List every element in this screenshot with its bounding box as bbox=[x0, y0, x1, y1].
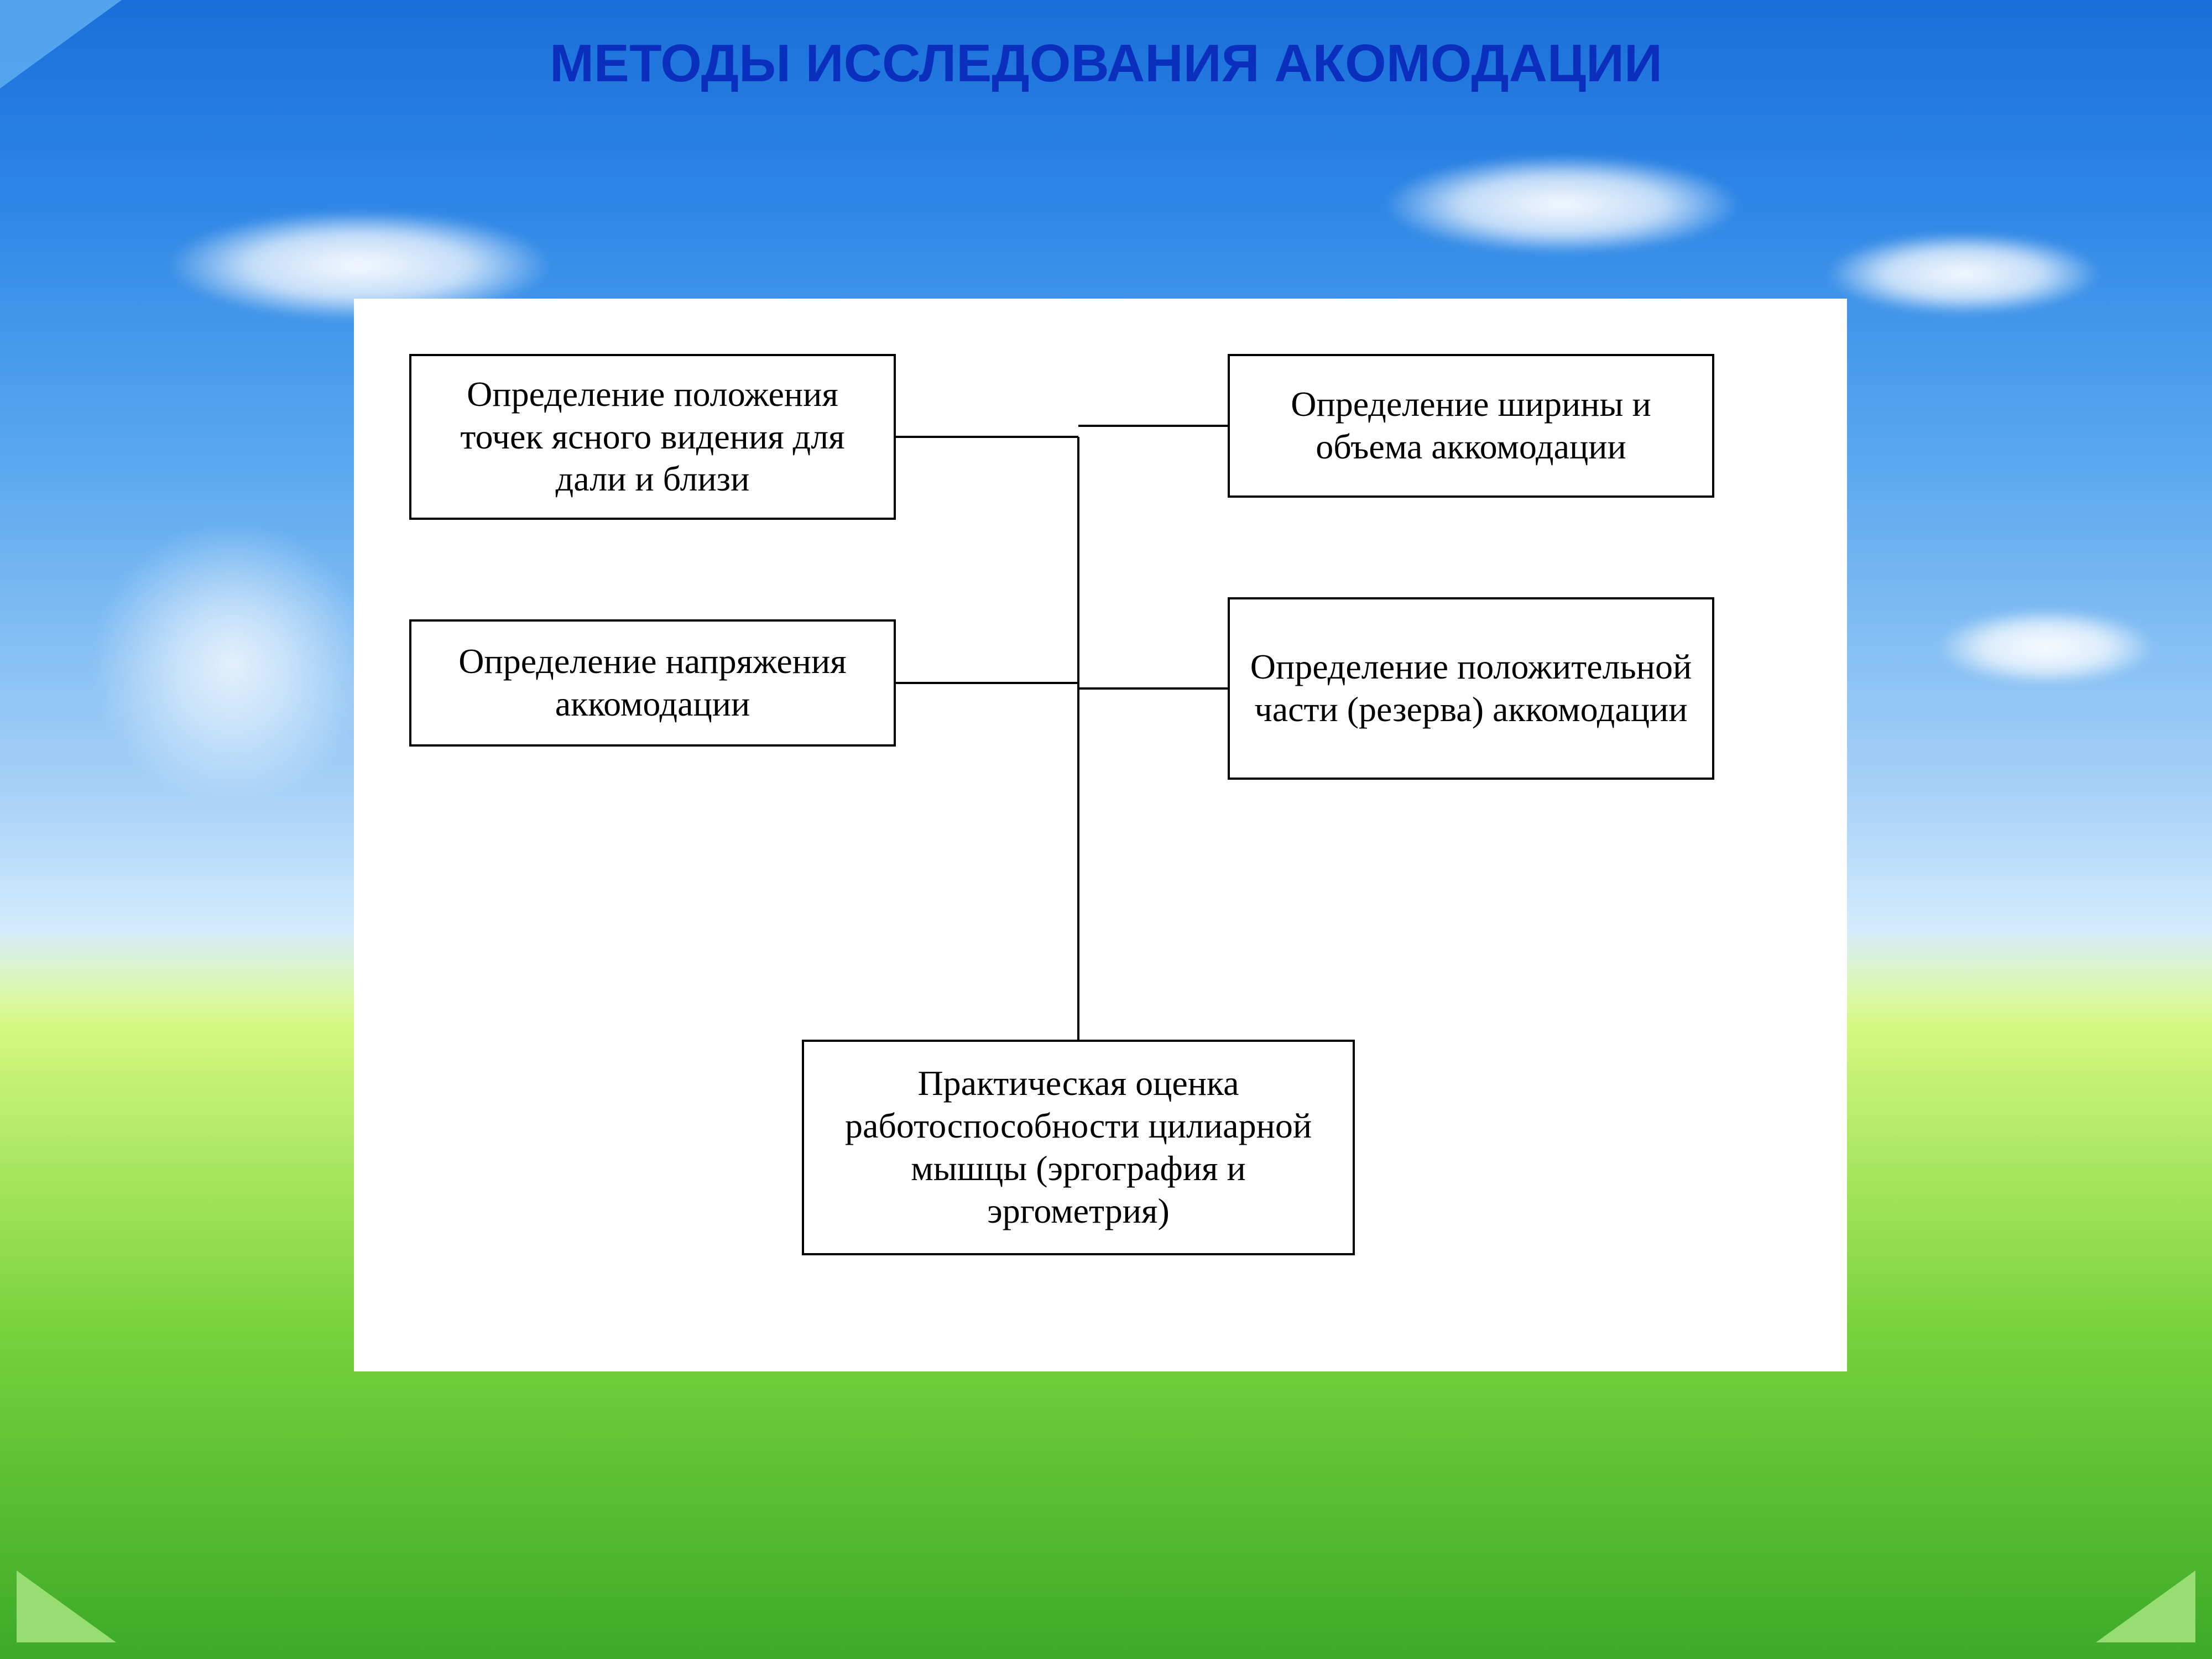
cloud-decoration bbox=[1936, 608, 2157, 686]
connector-n3 bbox=[896, 682, 1078, 684]
diagram-node-1: Определение положения точек ясного виден… bbox=[409, 354, 896, 520]
nav-next-icon[interactable] bbox=[2096, 1571, 2195, 1642]
diagram-node-5: Практическая оценка работоспособности ци… bbox=[802, 1040, 1355, 1255]
slide-title: МЕТОДЫ ИССЛЕДОВАНИЯ АКОМОДАЦИИ bbox=[0, 33, 2212, 94]
connector-trunk bbox=[1077, 437, 1079, 1040]
connector-n1 bbox=[896, 436, 1078, 438]
connector-n2 bbox=[1078, 425, 1228, 427]
slide: МЕТОДЫ ИССЛЕДОВАНИЯ АКОМОДАЦИИ Определен… bbox=[0, 0, 2212, 1659]
diagram-node-label: Определение ширины и объема аккомодации bbox=[1245, 383, 1697, 468]
diagram-node-4: Определение положительной части (резерва… bbox=[1228, 597, 1714, 780]
cloud-decoration bbox=[1383, 155, 1742, 254]
diagram-node-label: Определение положительной части (резерва… bbox=[1245, 646, 1697, 731]
corner-tl-icon bbox=[0, 0, 122, 88]
nav-prev-icon[interactable] bbox=[17, 1571, 116, 1642]
connector-n4 bbox=[1078, 687, 1228, 690]
diagram-node-2: Определение ширины и объема аккомодации bbox=[1228, 354, 1714, 498]
diagram-node-3: Определение напряжения аккомодации bbox=[409, 619, 896, 747]
dandelion-decoration bbox=[66, 498, 398, 830]
diagram-node-label: Определение напряжения аккомодации bbox=[427, 640, 878, 726]
diagram-node-label: Практическая оценка работоспособности ци… bbox=[820, 1062, 1337, 1232]
cloud-decoration bbox=[1825, 232, 2101, 315]
diagram-node-label: Определение положения точек ясного виден… bbox=[427, 373, 878, 500]
